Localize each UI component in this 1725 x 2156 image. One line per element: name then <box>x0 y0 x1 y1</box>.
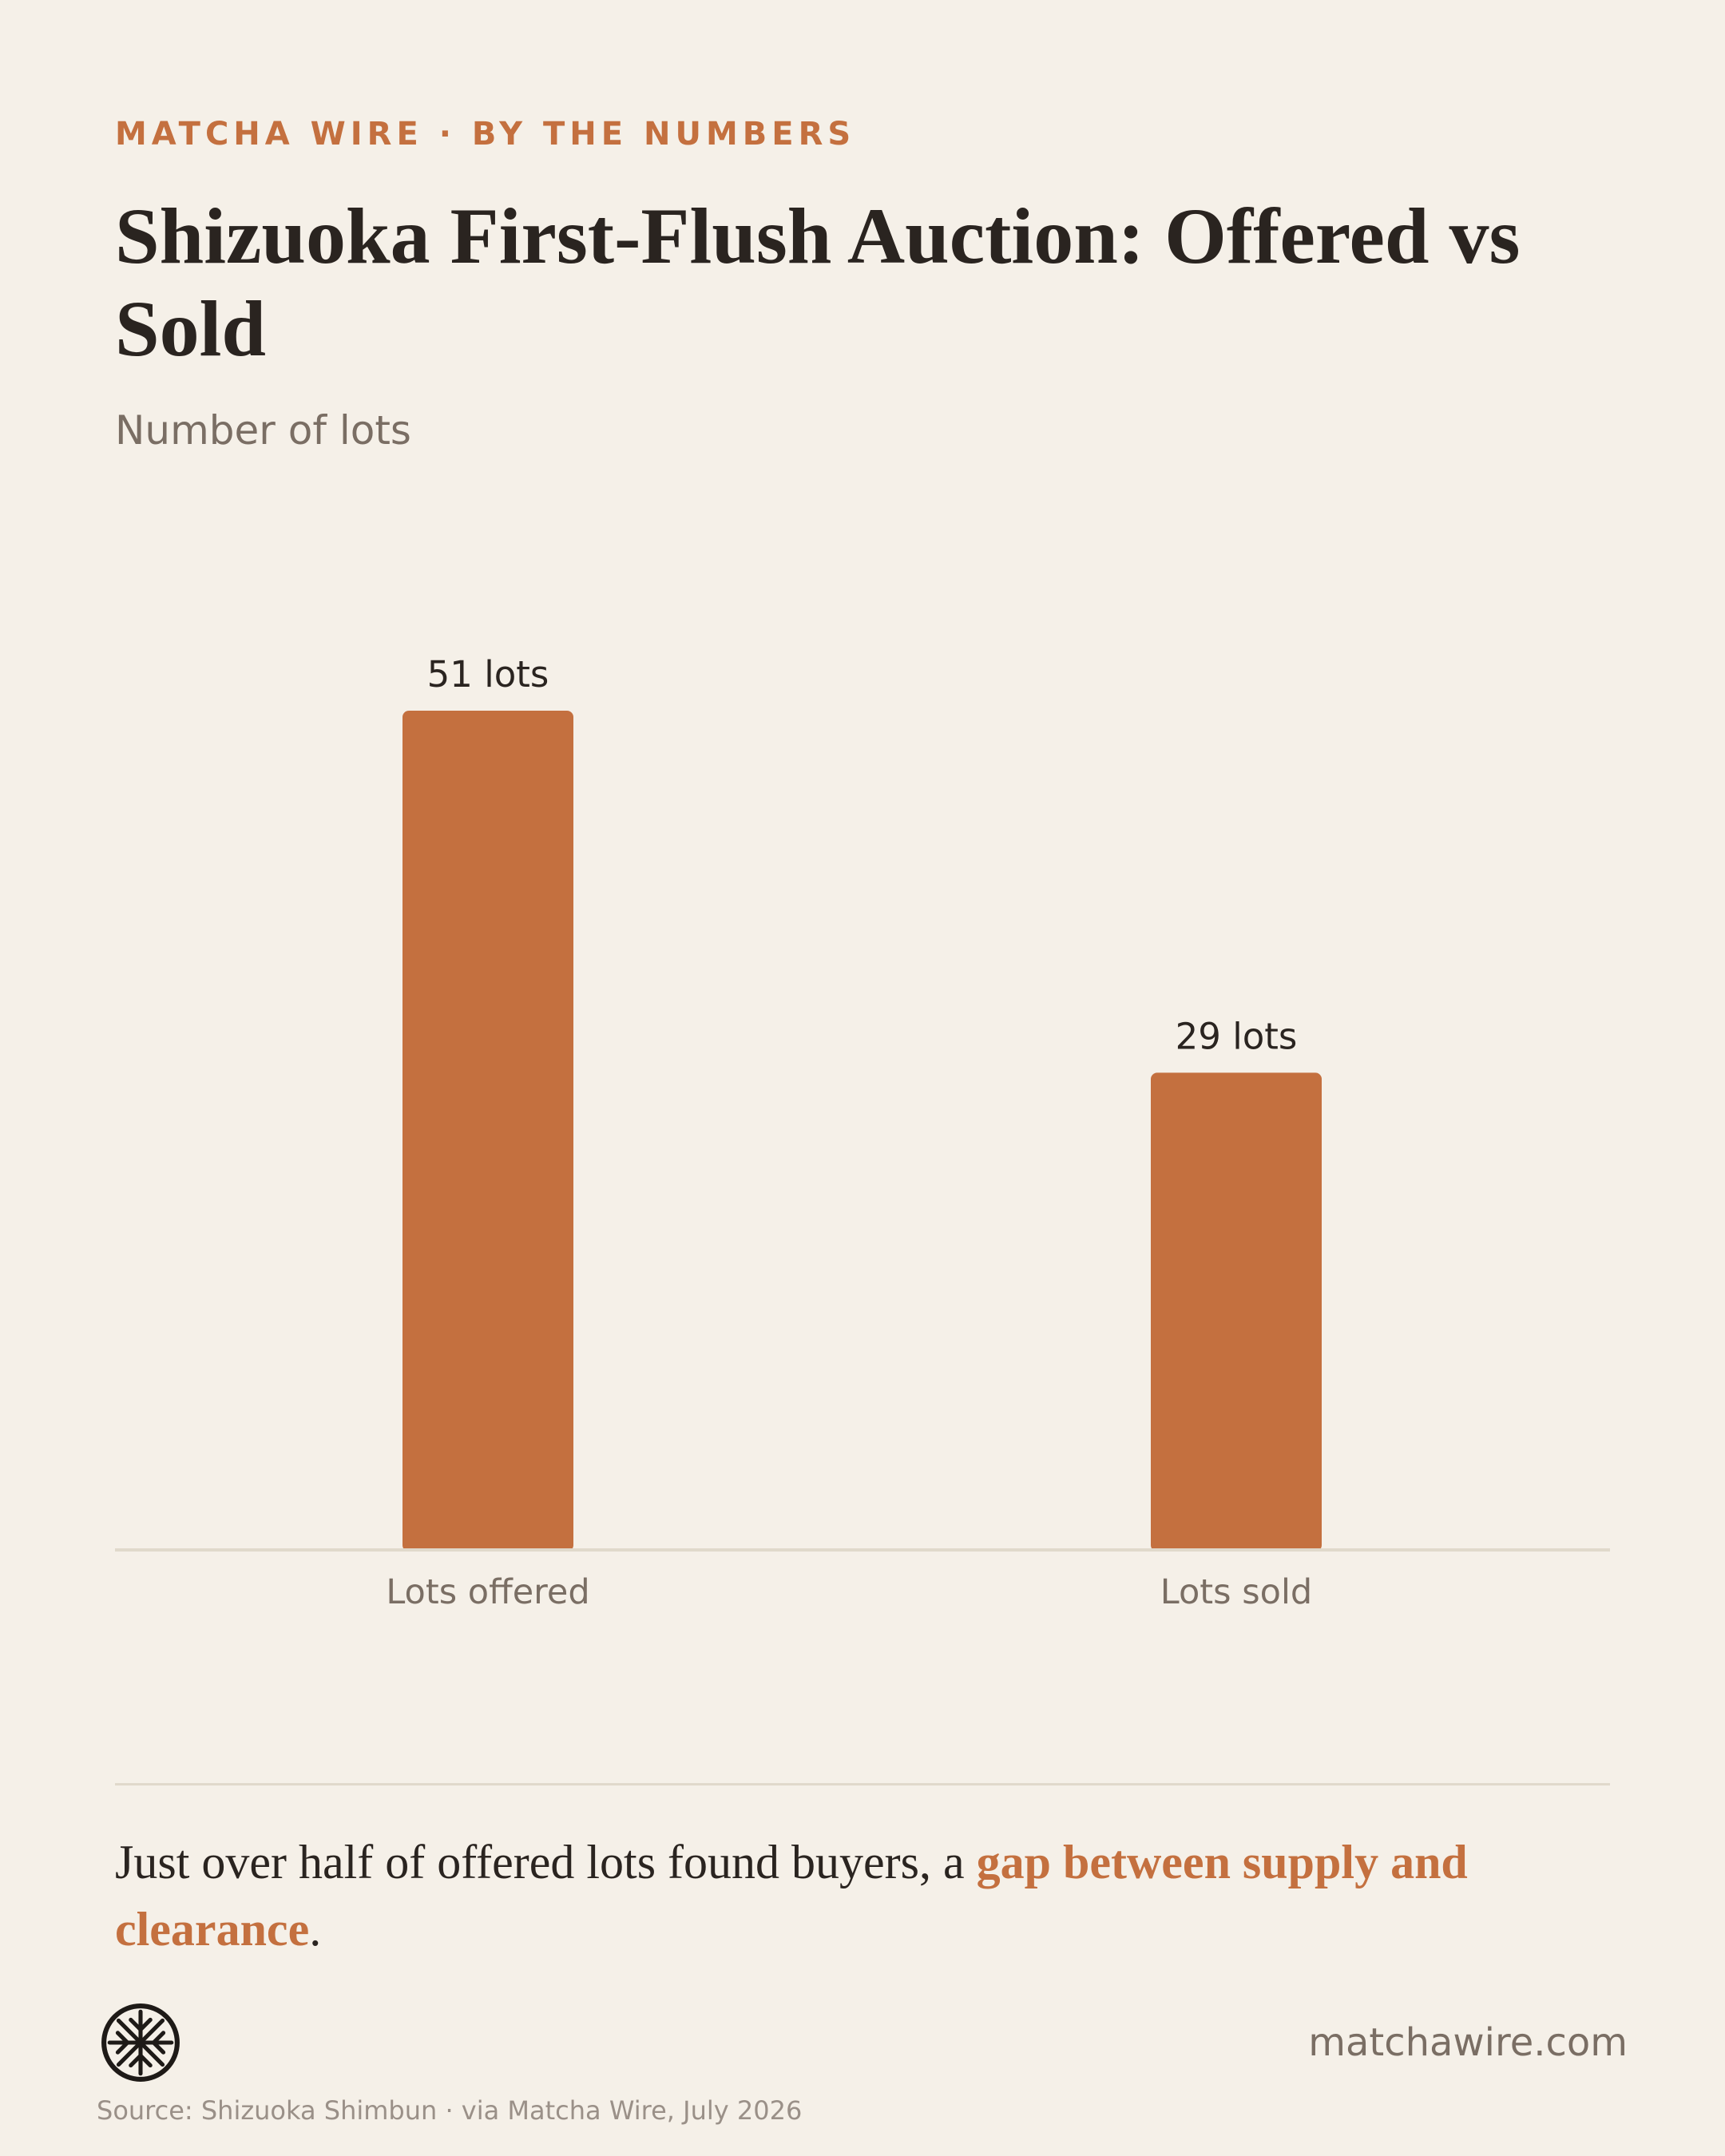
category-label-lots-offered: Lots offered <box>386 1572 589 1612</box>
takeaway-lead: Just over half of offered lots found buy… <box>115 1836 977 1888</box>
source-note: Source: Shizuoka Shimbun · via Matcha Wi… <box>97 2095 803 2126</box>
takeaway-end: . <box>309 1903 322 1956</box>
bar-lots-offered <box>402 711 573 1552</box>
value-label-lots-offered: 51 lots <box>427 653 549 696</box>
category-label-lots-sold: Lots sold <box>1160 1572 1312 1612</box>
value-label-lots-sold: 29 lots <box>1176 1015 1298 1057</box>
labels-group: 51 lots Lots offered 29 lots Lots sold <box>386 653 1312 1612</box>
kicker: MATCHA WIRE · BY THE NUMBERS <box>115 116 856 153</box>
bars-group <box>402 711 1322 1552</box>
takeaway-text: Just over half of offered lots found buy… <box>115 1829 1616 1963</box>
chart-title: Shizuoka First-Flush Auction: Offered vs… <box>115 192 1521 373</box>
bar-lots-sold <box>1151 1072 1322 1552</box>
takeaway-highlight: gap between supply and clearance <box>115 1836 1468 1956</box>
site-url: matchawire.com <box>1308 2020 1628 2065</box>
chart-subtitle: Number of lots <box>115 407 411 454</box>
wheel-logo-icon <box>101 2003 180 2082</box>
divider <box>115 1783 1610 1785</box>
bar-chart: 51 lots Lots offered 29 lots Lots sold <box>115 653 1610 1612</box>
